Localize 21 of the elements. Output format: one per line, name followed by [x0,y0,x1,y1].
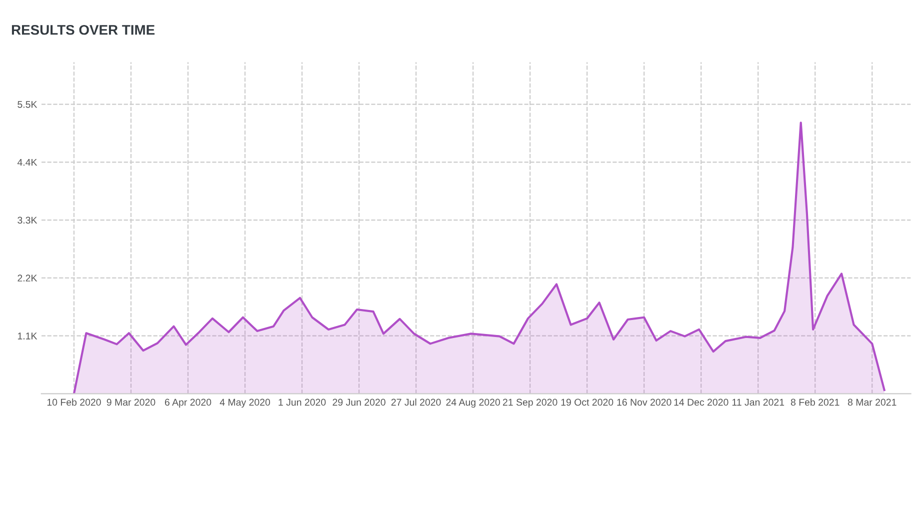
x-tick-label: 4 May 2020 [220,398,270,408]
y-tick-label: 3.3K [18,216,38,224]
x-tick-label: 10 Feb 2020 [47,398,101,406]
y-tick-label: 5.5K [18,101,38,108]
y-tick-label: 1.1K [18,332,38,340]
x-tick-label: 24 Aug 2020 [446,398,500,408]
chart-title: RESULTS OVER TIME [12,24,155,35]
y-tick-label: 4.4K [17,158,38,166]
x-tick-label: 8 Feb 2021 [790,398,840,406]
x-tick-label: 21 Sep 2020 [502,398,558,408]
x-tick-label: 9 Mar 2020 [106,398,156,406]
x-tick-label: 11 Jan 2021 [732,398,784,406]
x-tick-label: 19 Oct 2020 [561,398,614,406]
x-tick-label: 6 Apr 2020 [164,398,212,408]
y-tick-label: 2.2K [18,274,38,282]
x-tick-label: 8 Mar 2021 [848,398,896,406]
x-tick-label: 1 Jun 2020 [278,398,326,406]
x-tick-label: 14 Dec 2020 [674,398,728,406]
x-tick-label: 16 Nov 2020 [617,398,672,406]
x-tick-label: 27 Jul 2020 [391,398,441,406]
x-tick-label: 29 Jun 2020 [332,398,386,406]
